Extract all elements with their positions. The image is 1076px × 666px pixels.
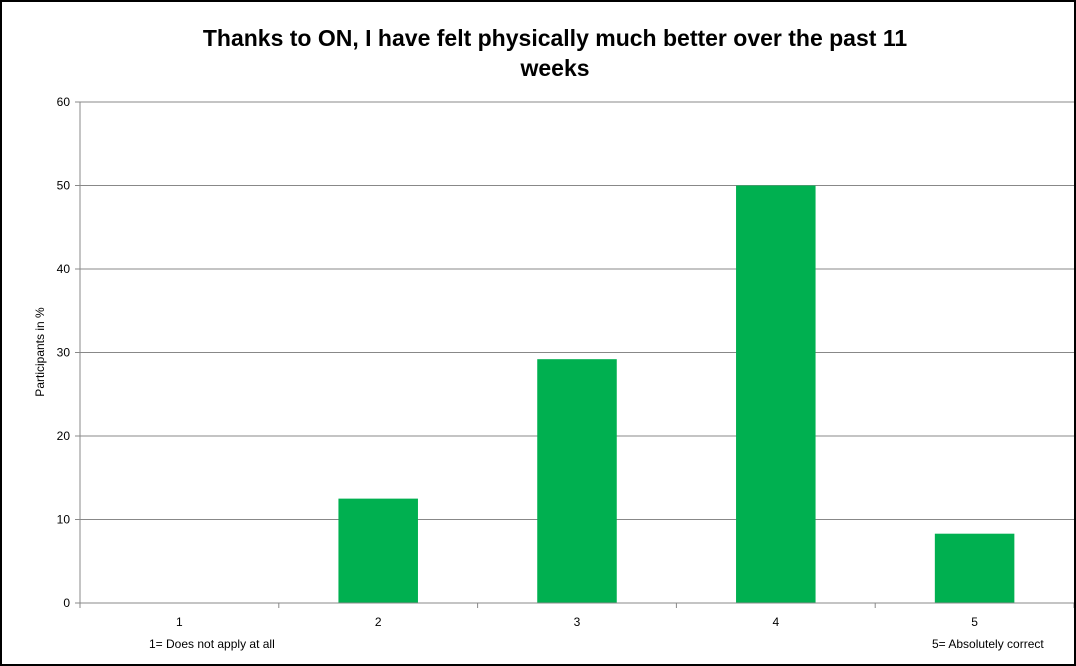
bars bbox=[338, 185, 1015, 603]
axes bbox=[79, 102, 1074, 604]
x-tick-label: 4 bbox=[772, 615, 779, 629]
bar-4 bbox=[736, 185, 816, 603]
gridlines bbox=[80, 101, 1074, 520]
y-axis-tick-labels: 0 10 20 30 40 50 60 bbox=[57, 95, 80, 610]
x-axis-tick-labels: 1 2 3 4 5 bbox=[79, 603, 1074, 629]
x-tick-label: 1 bbox=[176, 615, 183, 629]
y-axis-label: Participants in % bbox=[33, 307, 47, 397]
y-tick-label: 0 bbox=[63, 596, 70, 610]
x-tick-label: 2 bbox=[375, 615, 382, 629]
y-tick-label: 30 bbox=[57, 346, 71, 360]
y-tick-label: 40 bbox=[57, 262, 71, 276]
chart-title-line-2: weeks bbox=[519, 55, 589, 81]
y-tick-label: 20 bbox=[57, 429, 71, 443]
high-scale-note: 5= Absolutely correct bbox=[932, 637, 1044, 651]
x-tick-label: 5 bbox=[971, 615, 978, 629]
y-tick-label: 10 bbox=[57, 513, 71, 527]
chart-title-line-1: Thanks to ON, I have felt physically muc… bbox=[203, 25, 907, 51]
bar-2 bbox=[338, 498, 418, 603]
y-tick-label: 60 bbox=[57, 95, 71, 109]
y-tick-label: 50 bbox=[57, 179, 71, 193]
low-scale-note: 1= Does not apply at all bbox=[149, 637, 275, 651]
bar-5 bbox=[934, 533, 1015, 603]
x-tick-label: 3 bbox=[574, 615, 581, 629]
bar-3 bbox=[537, 359, 617, 603]
